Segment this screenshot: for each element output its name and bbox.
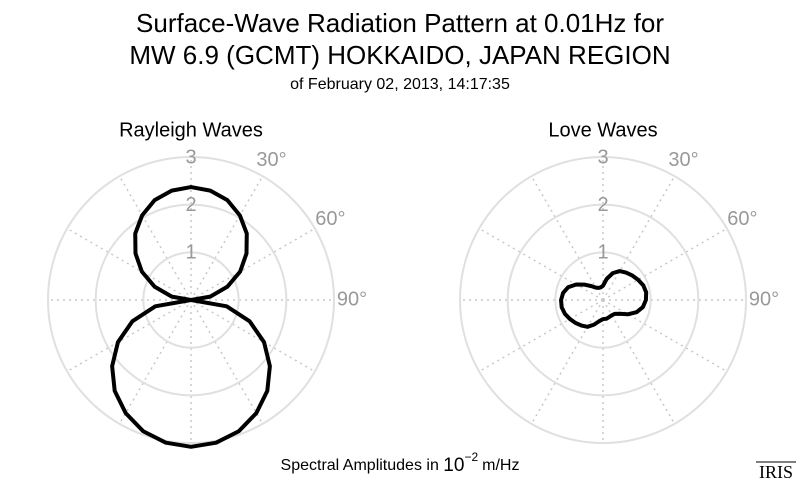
title-line: MW 6.9 (GCMT) HOKKAIDO, JAPAN REGION <box>129 40 670 70</box>
caption-base: 10 <box>443 455 464 476</box>
theta-tick-label: 30° <box>668 149 698 171</box>
chart-title: Rayleigh Waves <box>119 119 263 141</box>
pattern-curve <box>110 185 272 449</box>
r-tick-label: 1 <box>597 242 608 264</box>
spoke <box>602 299 676 425</box>
spoke <box>190 299 316 373</box>
spoke <box>190 299 264 425</box>
spoke <box>118 299 192 425</box>
spoke <box>118 175 192 301</box>
spoke <box>66 299 192 373</box>
spoke <box>190 227 316 301</box>
theta-tick-label: 60° <box>315 208 345 230</box>
ring <box>459 156 747 444</box>
spoke <box>602 299 728 373</box>
spoke <box>478 227 604 301</box>
r-tick-label: 2 <box>185 194 196 216</box>
caption-exponent: −2 <box>464 450 478 464</box>
r-tick-label: 1 <box>185 242 196 264</box>
ring <box>94 203 288 397</box>
caption-unit: m/Hz <box>482 457 519 474</box>
caption-text: Spectral Amplitudes in <box>281 457 439 474</box>
logo: IRIS <box>759 462 793 482</box>
ring <box>142 251 240 349</box>
theta-tick-label: 90° <box>337 288 367 310</box>
spoke <box>530 175 604 301</box>
r-tick-label: 2 <box>597 194 608 216</box>
r-tick-label: 3 <box>597 146 608 168</box>
spoke <box>66 227 192 301</box>
ring <box>506 203 700 397</box>
subtitle: of February 02, 2013, 14:17:35 <box>290 76 510 93</box>
title-line: Surface-Wave Radiation Pattern at 0.01Hz… <box>136 8 664 38</box>
chart-title: Love Waves <box>548 119 657 141</box>
spoke <box>190 175 264 301</box>
theta-tick-label: 60° <box>727 208 757 230</box>
spoke <box>602 227 728 301</box>
r-tick-label: 3 <box>185 146 196 168</box>
theta-tick-label: 30° <box>256 149 286 171</box>
pattern-curve <box>559 269 649 329</box>
ring <box>47 156 335 444</box>
ring <box>554 251 652 349</box>
spoke <box>478 299 604 373</box>
theta-tick-label: 90° <box>749 288 779 310</box>
caption: Spectral Amplitudes in 10−2 m/Hz <box>281 450 520 476</box>
